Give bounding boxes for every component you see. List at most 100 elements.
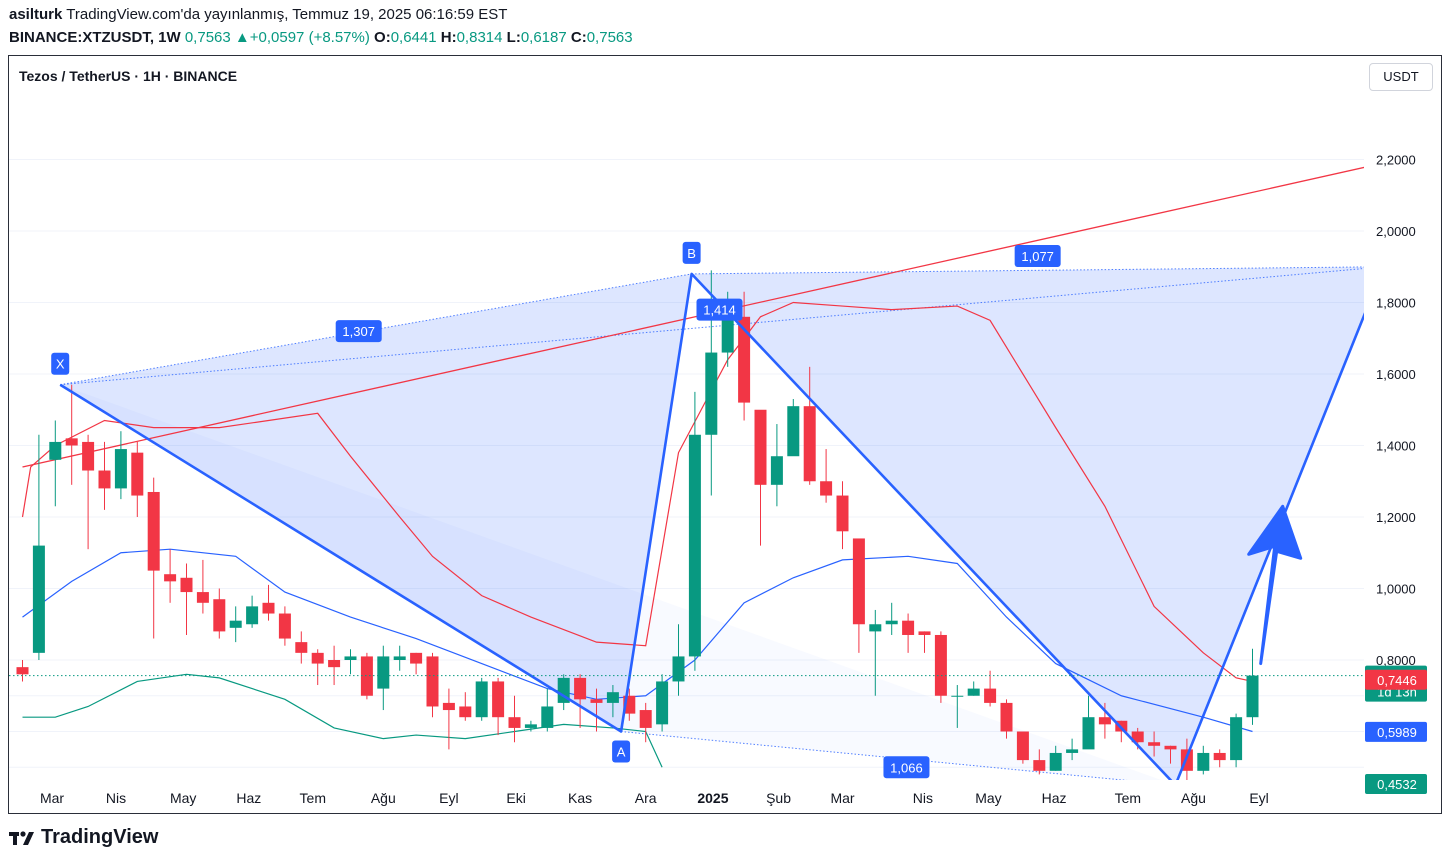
candle-body (574, 677, 587, 700)
candle-body (49, 441, 62, 460)
candle-body (1148, 742, 1161, 746)
candle-body (114, 449, 127, 489)
xabcd-pattern-legs (59, 272, 1364, 780)
candle-body (459, 706, 472, 718)
high-value: 0,8314 (456, 29, 503, 46)
ratio-label: 1,066 (883, 756, 930, 779)
x-tick-label: 2025 (697, 790, 728, 806)
symbol-label: BINANCE:XTZUSDT, 1W (9, 29, 181, 46)
low-value: 0,6187 (520, 29, 567, 46)
publish-line: asilturk TradingView.com'da yayınlanmış,… (9, 6, 507, 23)
y-tick-label: 1,6000 (1376, 367, 1416, 382)
close-label: C: (570, 29, 587, 46)
candle-body (475, 681, 488, 718)
candle-body (246, 606, 259, 625)
up-arrow-icon (1247, 504, 1303, 666)
candle-body (721, 320, 734, 353)
pattern-point-a: A (612, 740, 631, 763)
chart-frame (8, 55, 1442, 814)
candle-body (164, 574, 177, 582)
xab-triangle-fill (60, 273, 692, 732)
price-scale-label: 0,5989 (1365, 721, 1427, 742)
ratio-badge (335, 320, 382, 343)
open-label: O: (374, 29, 391, 46)
candle-body (32, 545, 45, 653)
candle-body (16, 667, 29, 675)
x-tick-label: Eyl (1249, 790, 1268, 806)
pattern-point-badge (612, 740, 631, 763)
candle-body (492, 681, 505, 718)
candle-body (1197, 752, 1210, 771)
candle-body (885, 620, 898, 625)
candle-body (967, 688, 980, 696)
candle-body (852, 538, 865, 625)
candle-body (410, 652, 423, 664)
candle-body (196, 592, 209, 603)
ratio-label: 1,307 (335, 320, 382, 343)
x-tick-label: Şub (766, 790, 791, 806)
candle-body (360, 656, 373, 696)
x-tick-label: May (170, 790, 196, 806)
x-tick-label: Mar (830, 790, 854, 806)
pattern-point-label: X (56, 357, 65, 372)
x-tick-label: Tem (1115, 790, 1141, 806)
candle-body (902, 620, 915, 635)
y-tick-label: 1,2000 (1376, 510, 1416, 525)
candle-body (590, 699, 603, 703)
candle-body (131, 452, 144, 496)
price-scale-value: 0,4532 (1377, 777, 1417, 792)
candle-body (869, 624, 882, 632)
candle-body (754, 409, 767, 485)
y-tick-label: 0,8000 (1376, 653, 1416, 668)
candle-body (262, 602, 275, 614)
publish-info: TradingView.com'da yayınlanmış, Temmuz 1… (66, 6, 508, 23)
candle-body (1066, 749, 1079, 753)
price-scale-badge (1365, 773, 1427, 794)
candle-body (98, 470, 111, 489)
candle-body (65, 438, 78, 446)
candle-body (1230, 717, 1243, 761)
candle-body (934, 634, 947, 696)
green-band-line (22, 673, 663, 768)
open-value: 0,6441 (390, 29, 437, 46)
pattern-point-label: C (1171, 798, 1180, 813)
price-scale-value: 0,7446 (1377, 673, 1417, 688)
candle-body (1246, 675, 1259, 718)
price-scale-label: 0,4532 (1365, 773, 1427, 794)
candle-body (639, 710, 652, 728)
x-tick-label: Tem (300, 790, 326, 806)
last-price: 0,7563 (184, 29, 231, 46)
high-label: H: (440, 29, 457, 46)
price-scale-badge (1365, 721, 1427, 742)
candle-body (147, 491, 160, 571)
ratio-badge (696, 298, 743, 321)
x-tick-label: Nis (106, 790, 126, 806)
brand-name: TradingView (41, 826, 159, 848)
change-value: +0,0597 (+8.57%) (249, 29, 370, 46)
blue-band-line (22, 548, 1253, 733)
bcd-triangle-fill (691, 266, 1364, 780)
tradingview-logo-icon (9, 830, 34, 845)
candle-body (656, 681, 669, 725)
currency-button[interactable]: USDT (1369, 63, 1433, 91)
candle-body (311, 652, 324, 664)
ratio-text: 1,077 (1021, 249, 1054, 264)
ratio-badge (883, 756, 930, 779)
candle-body (738, 316, 751, 403)
candle-body (1082, 717, 1095, 750)
candle-body (1164, 745, 1177, 750)
pattern-point-x: X (51, 352, 70, 375)
ratio-text: 1,414 (703, 303, 736, 318)
ratio-text: 1,307 (342, 324, 375, 339)
change-arrow-icon: ▲ (234, 29, 250, 46)
plot-area: X A B C 1,307 1,414 1,077 1,066 (9, 166, 1364, 813)
candle-body (344, 656, 357, 660)
candle-body (213, 599, 226, 632)
pattern-point-label: B (687, 246, 696, 261)
chart-title: Tezos / TetherUS · 1H · BINANCE (19, 68, 238, 84)
y-tick-label: 1,0000 (1376, 582, 1416, 597)
price-scale-value: 0,5989 (1377, 725, 1417, 740)
ratio-label: 1,077 (1014, 245, 1061, 268)
pattern-point-badge (51, 352, 70, 375)
